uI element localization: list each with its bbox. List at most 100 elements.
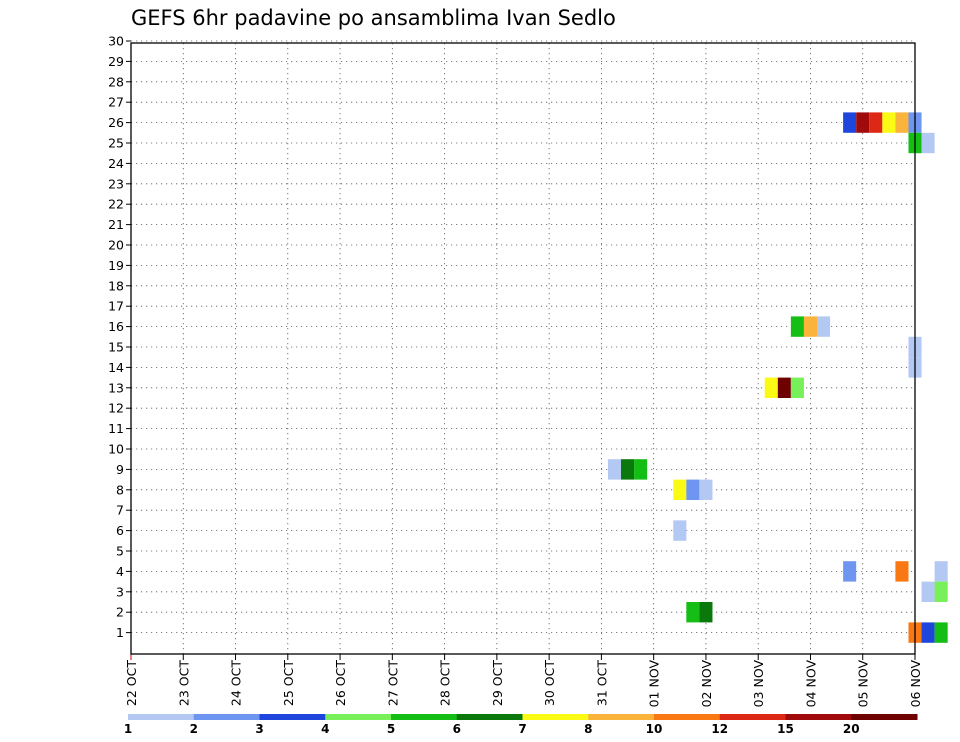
y-tick-label: 19 — [108, 258, 124, 273]
x-tick-label: 22 OCT — [124, 660, 139, 706]
y-tick-label: 30 — [108, 34, 124, 49]
precip-cell — [843, 561, 857, 582]
y-tick-label: 11 — [108, 421, 124, 436]
colorbar-swatch — [851, 714, 918, 720]
grid-lines — [131, 40, 915, 654]
y-tick-label: 5 — [116, 544, 124, 559]
colorbar-swatch — [785, 714, 852, 720]
y-tick-label: 25 — [108, 136, 124, 151]
precip-cell — [843, 112, 857, 133]
precip-cell — [790, 316, 804, 337]
colorbar-label: 6 — [453, 722, 461, 736]
y-tick-label: 1 — [116, 625, 124, 640]
colorbar-label: 5 — [387, 722, 395, 736]
y-tick-label: 10 — [108, 442, 124, 457]
precip-cell — [621, 459, 635, 480]
x-tick-label: 25 OCT — [281, 660, 296, 706]
precip-cell — [869, 112, 883, 133]
chart-title: GEFS 6hr padavine po ansamblima Ivan Sed… — [131, 6, 616, 30]
precip-cell — [921, 132, 935, 154]
colorbar-swatch — [588, 714, 655, 720]
y-tick-label: 27 — [108, 95, 124, 110]
precip-cell — [895, 112, 909, 133]
precip-cell — [764, 377, 778, 398]
colorbar-swatch — [193, 714, 260, 720]
precip-cell — [607, 459, 621, 480]
y-tick-label: 26 — [108, 115, 124, 130]
precip-cell — [934, 622, 948, 643]
precip-cell — [934, 561, 948, 582]
y-tick-label: 21 — [108, 217, 124, 232]
y-tick-label: 24 — [108, 156, 124, 171]
y-tick-label: 6 — [116, 523, 124, 538]
x-tick-label: 24 OCT — [229, 660, 244, 706]
colorbar-swatch — [259, 714, 326, 720]
y-tick-label: 9 — [116, 462, 124, 477]
y-tick-label: 15 — [108, 340, 124, 355]
y-tick-label: 3 — [116, 584, 124, 599]
x-tick-label: 23 OCT — [176, 660, 191, 706]
colorbar-label: 1 — [124, 722, 132, 736]
x-tick-label: 05 NOV — [856, 660, 871, 708]
colorbar-swatch — [391, 714, 458, 720]
precip-cells — [607, 112, 948, 643]
y-tick-label: 7 — [116, 503, 124, 518]
precip-cell — [934, 581, 948, 602]
precip-cell — [699, 602, 713, 623]
x-tick-label: 06 NOV — [908, 660, 923, 708]
x-tick-label: 31 OCT — [594, 660, 609, 706]
y-tick-label: 29 — [108, 54, 124, 69]
colorbar-swatch — [719, 714, 786, 720]
colorbar: 1 2 3 4 5 6 7 8 10 12 15 20 — [124, 714, 918, 736]
precip-cell — [803, 316, 817, 337]
x-tick-label: 30 OCT — [542, 660, 557, 706]
colorbar-swatch — [456, 714, 523, 720]
precip-cell — [673, 520, 687, 541]
x-tick-label: 26 OCT — [333, 660, 348, 706]
y-tick-label: 8 — [116, 482, 124, 497]
precip-cell — [882, 112, 896, 133]
precip-cell — [895, 561, 909, 582]
x-axis: 22 OCT 23 OCT 24 OCT 25 OCT 26 OCT 27 OCT 28 O… — [124, 654, 923, 707]
colorbar-swatch — [325, 714, 392, 720]
x-tick-label: 01 NOV — [647, 660, 662, 708]
precip-cell — [921, 622, 935, 643]
colorbar-label: 20 — [843, 722, 860, 736]
y-tick-label: 13 — [108, 380, 124, 395]
colorbar-swatch — [128, 714, 195, 720]
x-tick-label: 02 NOV — [699, 660, 714, 708]
precip-cell — [817, 316, 831, 337]
colorbar-label: 15 — [777, 722, 794, 736]
y-tick-label: 14 — [108, 360, 124, 375]
precip-cell — [856, 112, 870, 133]
precip-cell — [699, 479, 713, 500]
precip-cell — [634, 459, 648, 480]
colorbar-label: 12 — [711, 722, 728, 736]
precip-cell — [686, 602, 700, 623]
y-tick-label: 12 — [108, 401, 124, 416]
y-tick-label: 2 — [116, 605, 124, 620]
precip-cell — [790, 377, 804, 398]
precip-cell — [673, 479, 687, 500]
x-tick-label: 28 OCT — [438, 660, 453, 706]
x-tick-label: 04 NOV — [803, 660, 818, 708]
colorbar-label: 4 — [321, 722, 329, 736]
precip-cell — [777, 377, 791, 398]
colorbar-swatch — [654, 714, 721, 720]
y-tick-label: 18 — [108, 278, 124, 293]
colorbar-label: 2 — [190, 722, 198, 736]
y-tick-label: 22 — [108, 197, 124, 212]
y-tick-label: 20 — [108, 238, 124, 253]
y-axis: 1234567891011121314151617181920212223242… — [108, 34, 131, 640]
x-tick-label: 03 NOV — [751, 660, 766, 708]
x-tick-label: 27 OCT — [385, 660, 400, 706]
y-tick-label: 4 — [116, 564, 124, 579]
plot-frame — [130, 42, 916, 655]
colorbar-label: 3 — [255, 722, 263, 736]
y-tick-label: 23 — [108, 176, 124, 191]
colorbar-swatch — [522, 714, 589, 720]
y-tick-label: 17 — [108, 299, 124, 314]
colorbar-label: 7 — [518, 722, 526, 736]
y-tick-label: 28 — [108, 74, 124, 89]
